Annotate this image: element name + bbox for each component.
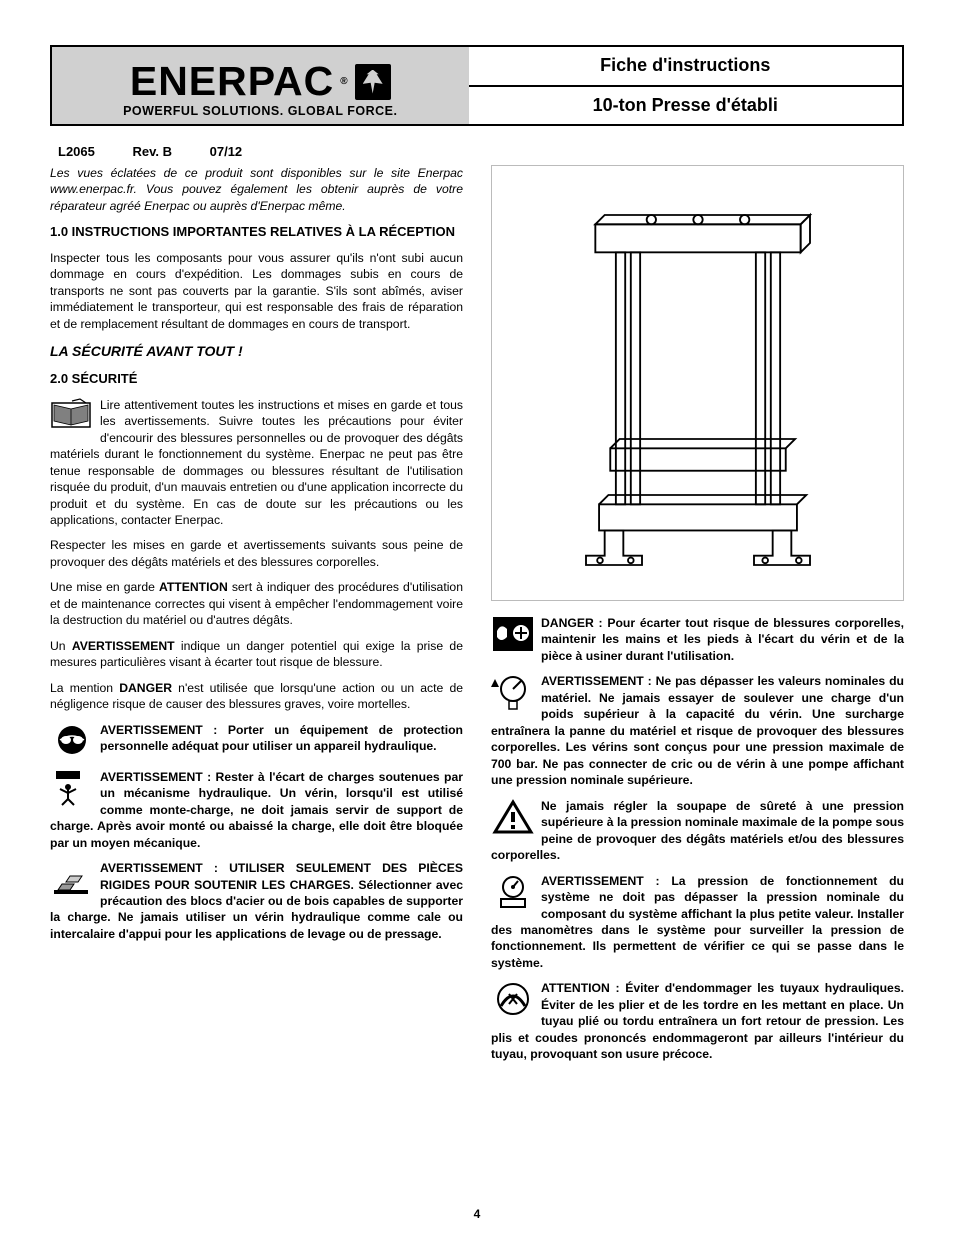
logo-box: ENERPAC ® POWERFUL SOLUTIONS. GLOBAL FORC… [52, 47, 469, 124]
header-row: ENERPAC ® POWERFUL SOLUTIONS. GLOBAL FORC… [52, 47, 902, 124]
section-1-heading: 1.0 INSTRUCTIONS IMPORTANTES RELATIVES À… [50, 223, 463, 241]
danger-hands-label: DANGER : [541, 616, 607, 630]
attention-definition: Une mise en garde ATTENTION sert à indiq… [50, 579, 463, 628]
doc-date: 07/12 [210, 144, 243, 159]
warning-relief-bold: Ne jamais [541, 799, 604, 813]
goggles-icon [50, 722, 94, 760]
section-1-body: Inspecter tous les composants pour vous … [50, 250, 463, 332]
title-column: Fiche d'instructions 10-ton Presse d'éta… [469, 47, 903, 124]
attention-hoses: ATTENTION : Éviter d'endommager les tuya… [491, 980, 904, 1062]
read-manual-block: Lire attentivement toutes les instructio… [50, 397, 463, 529]
person-load-icon [50, 769, 94, 807]
read-manual-icon [50, 397, 94, 435]
page-number: 4 [0, 1207, 954, 1221]
hose-damage-icon [491, 980, 535, 1018]
doc-type-title: Fiche d'instructions [469, 47, 903, 87]
left-column: Les vues éclatées de ce produit sont dis… [50, 165, 463, 1072]
product-title: 10-ton Presse d'établi [469, 87, 903, 125]
warning-relief-valve: Ne jamais régler la soupape de sûreté à … [491, 798, 904, 864]
warning-supports: AVERTISSEMENT : UTILISER SEULEMENT DES P… [50, 860, 463, 942]
press-drawing-icon [558, 183, 838, 583]
doc-meta: L2065 Rev. B 07/12 [50, 136, 904, 165]
avertissement-definition: Un AVERTISSEMENT indique un danger poten… [50, 638, 463, 671]
warning-overload-text: Ne pas dépasser les valeurs nominales du… [491, 674, 904, 787]
intro-text: Les vues éclatées de ce produit sont dis… [50, 165, 463, 214]
crush-hands-icon [491, 615, 535, 653]
brand-logo: ENERPAC ® [130, 61, 391, 102]
pressure-gauge-icon [491, 873, 535, 911]
warning-overload: AVERTISSEMENT : Ne pas dépasser les vale… [491, 673, 904, 788]
header-frame: ENERPAC ® POWERFUL SOLUTIONS. GLOBAL FORC… [50, 45, 904, 126]
warning-overload-label: AVERTISSEMENT : [541, 674, 656, 688]
body-columns: Les vues éclatées de ce produit sont dis… [50, 165, 904, 1072]
section-2-heading: 2.0 SÉCURITÉ [50, 370, 463, 388]
brand-icon [355, 64, 391, 100]
warning-ppe-label: AVERTISSEMENT : [100, 723, 228, 737]
warning-pressure-label: AVERTISSEMENT : [541, 874, 671, 888]
attention-hoses-label: ATTENTION : [541, 981, 625, 995]
warning-load: AVERTISSEMENT : Rester à l'écart de char… [50, 769, 463, 851]
warning-ppe: AVERTISSEMENT : Porter un équipement de … [50, 722, 463, 760]
doc-revision: Rev. B [133, 144, 173, 159]
doc-number: L2065 [58, 144, 95, 159]
right-column: DANGER : Pour écarter tout risque de ble… [491, 165, 904, 1072]
respect-warnings: Respecter les mises en garde et avertiss… [50, 537, 463, 570]
danger-hands: DANGER : Pour écarter tout risque de ble… [491, 615, 904, 664]
support-blocks-icon [50, 860, 94, 898]
section-2-intro: Lire attentivement toutes les instructio… [50, 398, 463, 527]
product-figure [491, 165, 904, 601]
danger-definition: La mention DANGER n'est utilisée que lor… [50, 680, 463, 713]
safety-banner: LA SÉCURITÉ AVANT TOUT ! [50, 342, 463, 361]
registered-mark: ® [340, 77, 348, 87]
warning-triangle-icon [491, 798, 535, 836]
overload-gauge-icon [491, 673, 535, 711]
warning-pressure-text: La pression de fonctionnement du système… [491, 874, 904, 970]
brand-text: ENERPAC [130, 61, 334, 102]
tagline: POWERFUL SOLUTIONS. GLOBAL FORCE. [123, 104, 397, 118]
warning-system-pressure: AVERTISSEMENT : La pression de fonctionn… [491, 873, 904, 972]
